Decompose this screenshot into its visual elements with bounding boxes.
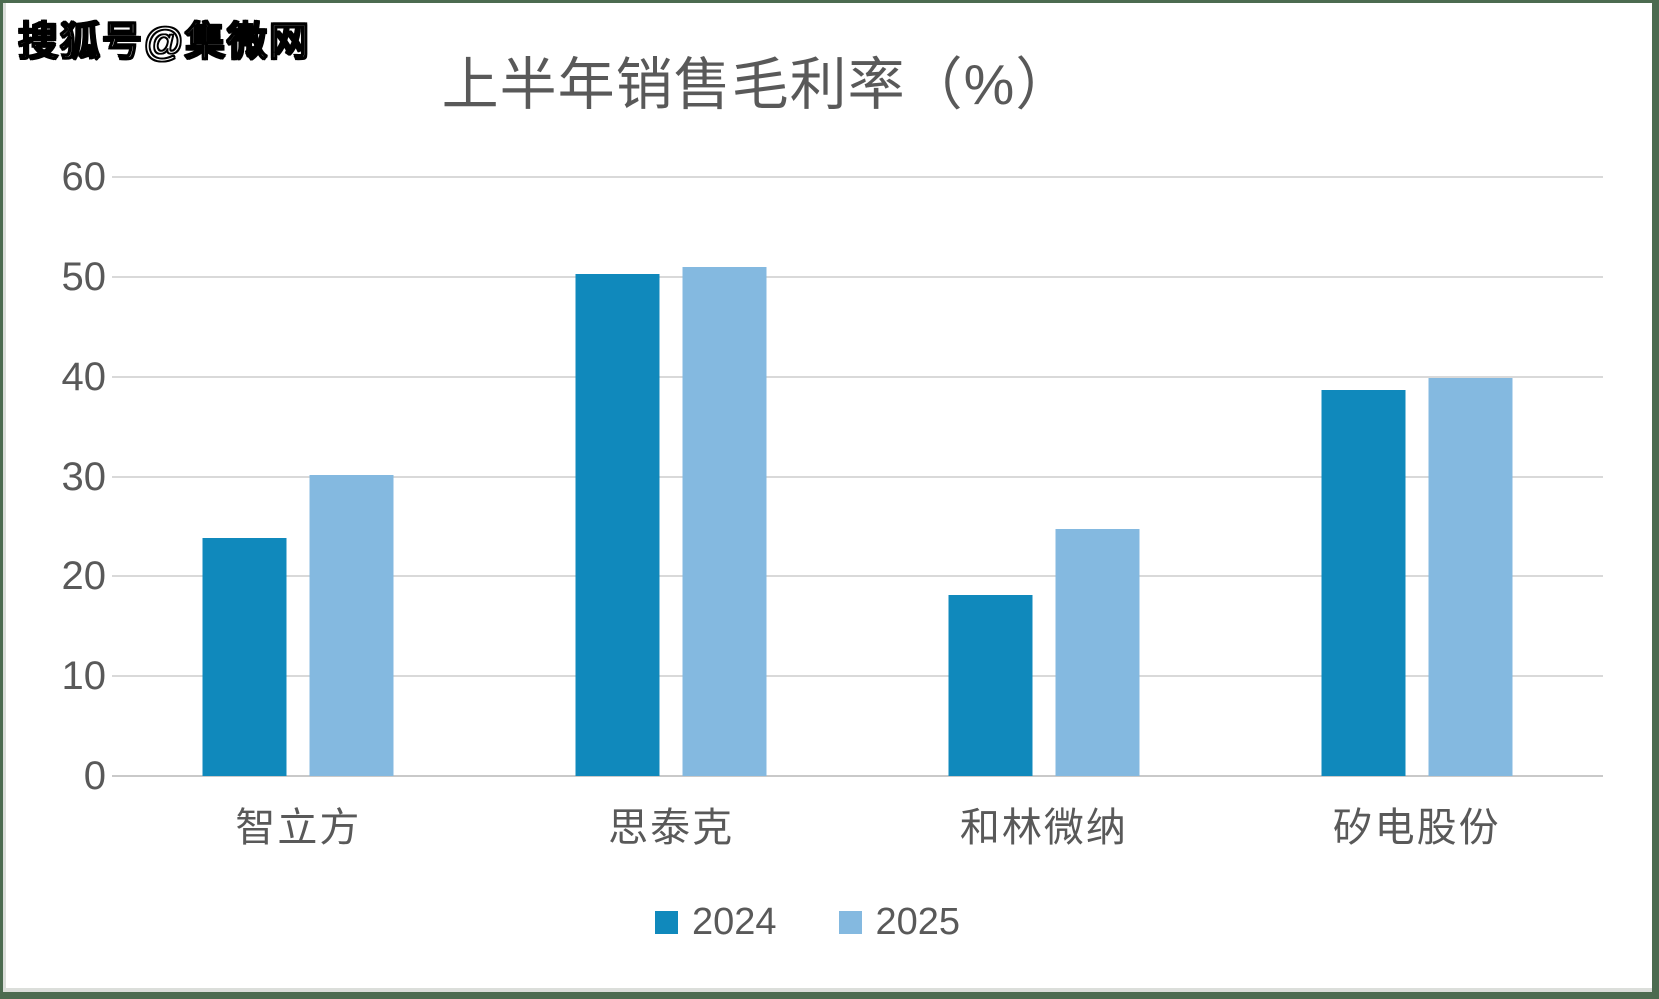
- x-axis-category-label: 思泰克: [608, 806, 735, 850]
- gridline-20: [112, 575, 1603, 578]
- legend-item-2025: 2025: [838, 901, 961, 944]
- y-axis-tick-label: 30: [61, 454, 107, 499]
- plot-area: 0 10 20 30 40 50 60: [62, 157, 1603, 796]
- legend-swatch-2025: [838, 911, 862, 934]
- bar-2024: [575, 273, 660, 776]
- bar-2024: [1321, 389, 1406, 776]
- bar-2025: [682, 266, 767, 776]
- legend-label: 2024: [691, 901, 777, 943]
- bar-group-1: [202, 474, 394, 776]
- y-axis-tick-label: 10: [61, 654, 107, 699]
- legend-swatch-2024: [654, 911, 678, 934]
- x-axis-labels: 智立方 思泰克 和林微纳 矽电股份: [112, 795, 1603, 853]
- bar-2025: [309, 474, 394, 776]
- bar-2024: [202, 538, 287, 776]
- gridline-60: [112, 176, 1603, 178]
- bar-group-4: [1321, 377, 1513, 776]
- x-axis-category-label: 和林微纳: [959, 806, 1128, 850]
- legend-label: 2025: [875, 901, 961, 943]
- gridline-50: [112, 275, 1603, 278]
- bar-2025: [1055, 529, 1140, 776]
- bar-2025: [1428, 377, 1513, 776]
- bar-group-3: [948, 529, 1140, 776]
- y-axis-tick-label: 20: [61, 554, 107, 599]
- legend-item-2024: 2024: [654, 901, 777, 944]
- x-axis-category-label: 矽电股份: [1332, 806, 1501, 850]
- gridline-10: [112, 675, 1603, 678]
- x-axis-category-label: 智立方: [235, 806, 362, 850]
- bar-2024: [948, 595, 1033, 776]
- legend: 2024 2025: [3, 901, 1612, 944]
- bar-group-2: [575, 266, 767, 776]
- gridline-40: [112, 375, 1603, 378]
- chart-title: 上半年销售毛利率（%）: [441, 53, 1074, 117]
- y-axis-tick-label: 0: [83, 754, 106, 798]
- y-axis-tick-label: 60: [61, 155, 107, 199]
- y-axis-tick-label: 40: [61, 354, 107, 399]
- y-axis-tick-label: 50: [61, 254, 107, 299]
- gridline-0: [112, 775, 1603, 777]
- watermark: 搜狐号@集微网: [17, 19, 312, 65]
- gridline-30: [112, 475, 1603, 478]
